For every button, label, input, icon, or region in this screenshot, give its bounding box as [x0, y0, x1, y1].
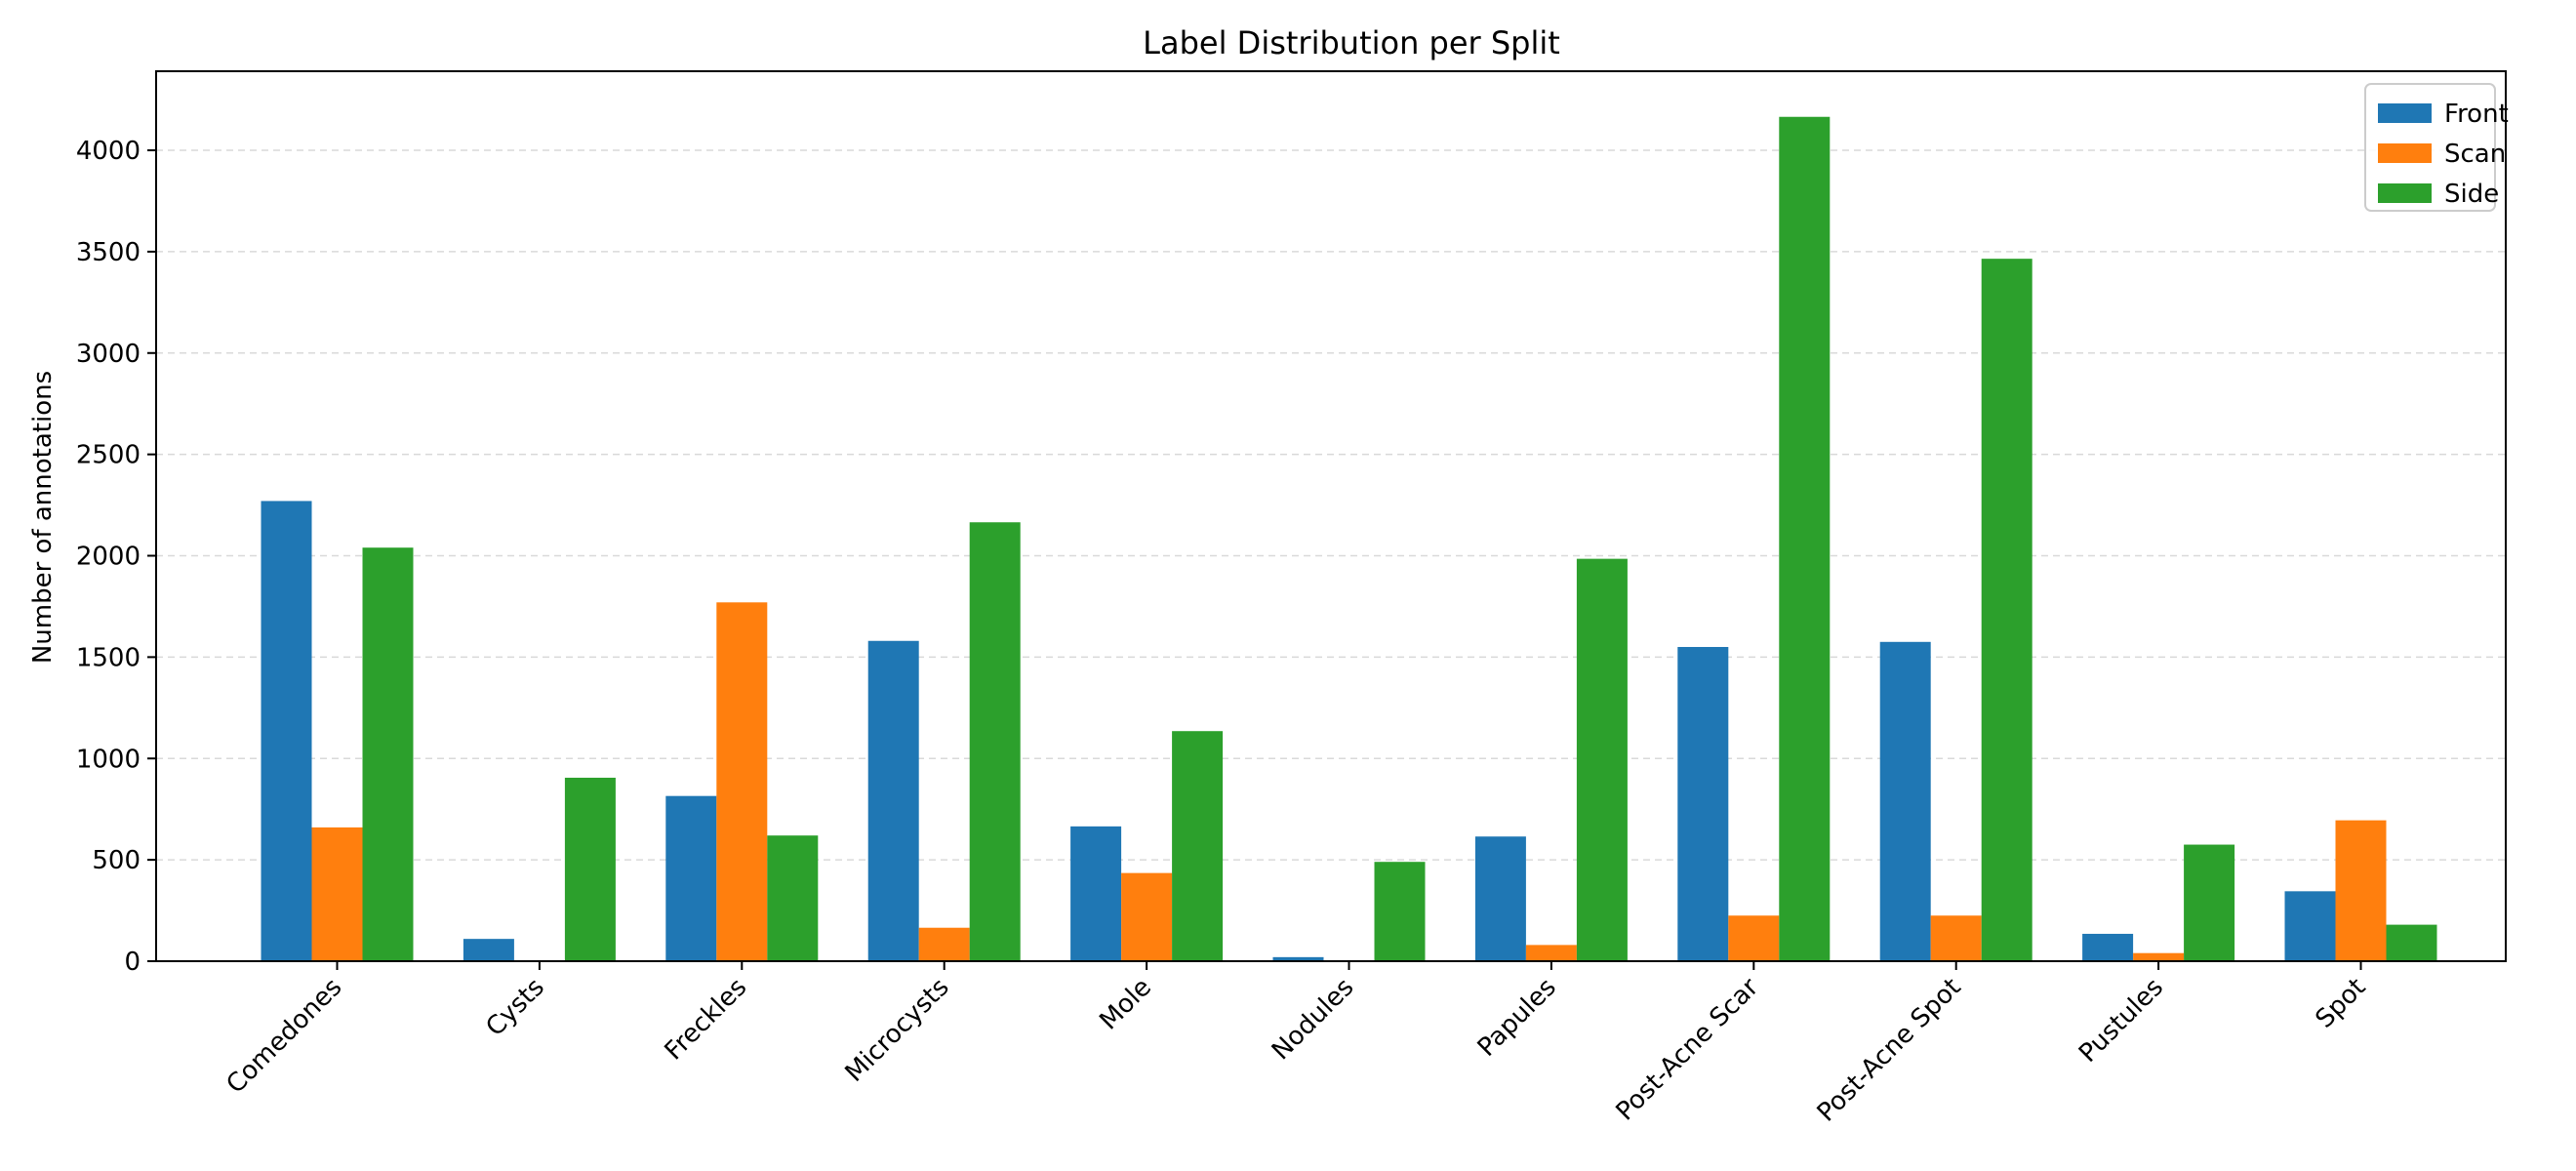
bar-side-pustules	[2184, 844, 2235, 961]
legend-label-side: Side	[2444, 180, 2499, 209]
bar-front-post-acne-scar	[1677, 646, 1729, 961]
plot-frame	[155, 70, 2507, 962]
bar-front-microcysts	[867, 640, 919, 961]
bar-scan-freckles	[716, 602, 768, 961]
legend-swatch-scan	[2378, 143, 2432, 163]
x-tick-label: Freckles	[660, 973, 753, 1067]
y-tick-label: 3000	[76, 340, 141, 369]
x-tick-label: Comedones	[221, 973, 347, 1100]
y-tick-label: 1000	[76, 745, 141, 774]
x-tick-label: Spot	[2310, 973, 2371, 1034]
bar-front-mole	[1070, 826, 1122, 961]
y-axis-label: Number of annotations	[28, 371, 58, 664]
bar-side-comedones	[362, 547, 414, 961]
bar-front-cysts	[463, 939, 514, 961]
y-tick-label: 2500	[76, 441, 141, 470]
bar-side-nodules	[1374, 862, 1426, 961]
legend-swatch-side	[2378, 183, 2432, 203]
y-tick-label: 1500	[76, 643, 141, 672]
legend: Front Scan Side	[2364, 83, 2509, 212]
bar-front-nodules	[1272, 956, 1324, 961]
chart-title: Label Distribution per Split	[1143, 24, 1560, 61]
bar-front-papules	[1474, 836, 1526, 961]
y-tick-label: 4000	[76, 137, 141, 166]
y-tick-label: 0	[124, 948, 141, 977]
bar-front-post-acne-spot	[1879, 641, 1931, 961]
x-tick-label: Post-Acne Spot	[1812, 973, 1967, 1128]
bar-side-spot	[2386, 924, 2437, 961]
x-tick-label: Nodules	[1267, 973, 1360, 1067]
bar-side-post-acne-scar	[1779, 116, 1831, 961]
y-tick-label: 2000	[76, 543, 141, 572]
bar-front-freckles	[665, 795, 717, 961]
x-tick-label: Papules	[1472, 973, 1562, 1063]
legend-label-scan: Scan	[2444, 140, 2506, 169]
bar-scan-comedones	[311, 827, 363, 961]
bar-side-freckles	[767, 835, 819, 961]
bar-front-comedones	[261, 501, 312, 961]
bar-side-microcysts	[969, 522, 1021, 961]
x-tick-label: Post-Acne Scar	[1611, 973, 1765, 1127]
y-axis-ticks: 0 500 1000 1500 2000 2500 3000 3500 4000	[76, 137, 156, 977]
bar-scan-post-acne-spot	[1930, 915, 1982, 961]
bar-front-spot	[2284, 891, 2336, 961]
x-tick-label: Mole	[1094, 973, 1157, 1036]
x-tick-label: Pustules	[2073, 973, 2169, 1069]
y-tick-label: 3500	[76, 238, 141, 267]
bar-side-cysts	[564, 777, 616, 961]
gridlines	[156, 149, 2506, 861]
bar-scan-pustules	[2133, 952, 2185, 961]
bar-scan-post-acne-scar	[1728, 915, 1780, 961]
legend-label-front: Front	[2444, 100, 2509, 129]
bar-scan-microcysts	[918, 927, 970, 961]
y-tick-label: 500	[92, 846, 141, 875]
x-axis-ticks: Comedones Cysts Freckles Microcysts Mole Nodu…	[221, 961, 2371, 1128]
bar-side-post-acne-spot	[1981, 259, 2033, 961]
bar-scan-papules	[1525, 945, 1577, 961]
bar-side-mole	[1172, 731, 1224, 961]
bar-scan-mole	[1121, 872, 1173, 961]
x-tick-label: Cysts	[481, 973, 550, 1042]
bar-front-pustules	[2082, 933, 2134, 961]
bar-side-papules	[1576, 558, 1628, 961]
bar-scan-spot	[2335, 820, 2387, 961]
x-tick-label: Microcysts	[840, 973, 955, 1088]
bars	[261, 116, 2437, 961]
legend-swatch-front	[2378, 103, 2432, 123]
